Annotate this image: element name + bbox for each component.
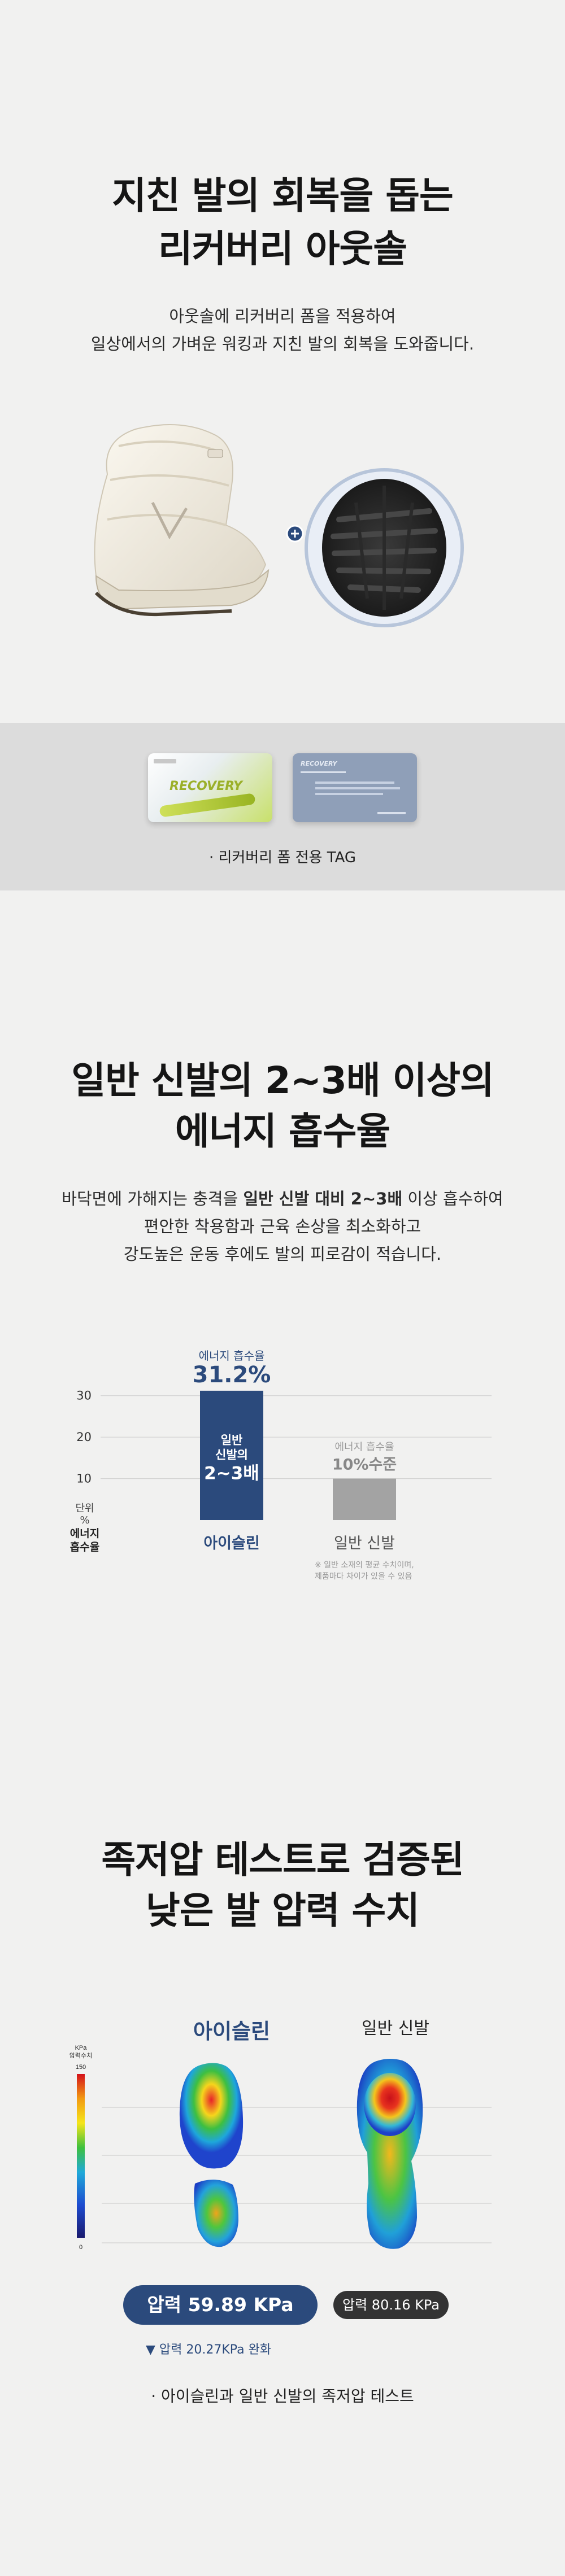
- bar2-top-value: 10%수준: [332, 1456, 397, 1474]
- recovery-outsole-section: 지친 발의 회복을 돕는 리커버리 아웃솔 아웃솔에 리커버리 폼을 적용하여 …: [0, 0, 565, 723]
- bar1-top-value: 31.2%: [193, 1362, 271, 1388]
- y-tick-20: 20: [76, 1430, 92, 1444]
- section1-desc-line1: 아웃솔에 리커버리 폼을 적용하여: [169, 307, 396, 326]
- outsole-zoom-circle: [305, 468, 464, 627]
- section2-desc-part-c: 이상 흡수하여: [402, 1189, 503, 1208]
- scale-unit-kpa: KPa: [75, 2045, 88, 2051]
- energy-absorption-section: 일반 신발의 2~3배 이상의 에너지 흡수율 바닥면에 가해지는 충격을 일반…: [0, 890, 565, 1585]
- chart-footnote-line1: ※ 일반 소재의 평균 수치이며,: [315, 1561, 414, 1570]
- y-tick-10: 10: [76, 1472, 92, 1486]
- bar1-inner-line2: 신발의: [215, 1448, 248, 1461]
- pressure-gridlines: [102, 2107, 492, 2243]
- recovery-tag-back: RECOVERY: [293, 753, 417, 822]
- chart-footnote-line2: 제품마다 차이가 있을 수 있음: [315, 1572, 412, 1581]
- scale-max: 150: [76, 2064, 86, 2071]
- recovery-tag-front: RECOVERY: [148, 753, 272, 822]
- foot-pressure-map: KPa 압력수치 150 0: [69, 2045, 492, 2251]
- foot-label-aislin: 아이슬린: [193, 2019, 271, 2044]
- section3-title-line2: 낮은 발 압력 수치: [146, 1889, 420, 1932]
- plus-marker-icon: [286, 525, 304, 543]
- pressure-normal-pill: 압력 80.16 KPa: [333, 2291, 449, 2319]
- section2-desc-line1: 바닥면에 가해지는 충격을 일반 신발 대비 2~3배 이상 흡수하여: [0, 1185, 565, 1213]
- x-category-1: 일반 신발: [334, 1535, 395, 1552]
- section3-title-line1: 족저압 테스트로 검증된: [101, 1838, 464, 1881]
- bar-aislin: [200, 1390, 263, 1520]
- scale-min: 0: [79, 2244, 82, 2251]
- section1-title-line1: 지친 발의 회복을 돕는: [112, 174, 453, 217]
- padded-boot-shoe: [94, 424, 270, 617]
- bar1-inner-line3: 2~3배: [204, 1463, 259, 1483]
- bar-normal: [333, 1478, 396, 1520]
- section2-desc-emphasis: 일반 신발 대비 2~3배: [243, 1189, 403, 1208]
- tag1-brand: RECOVERY: [169, 779, 242, 793]
- y-label-line1: 에너지: [70, 1527, 99, 1540]
- pressure-aislin-pill: 압력 59.89 KPa: [123, 2285, 318, 2325]
- foot-pressure-section: 족저압 테스트로 검증된 낮은 발 압력 수치 아이슬린 일반 신발: [0, 1585, 565, 2576]
- scale-color-bar: [77, 2074, 85, 2238]
- section2-title-line2: 에너지 흡수율: [175, 1110, 390, 1153]
- bar1-inner-line1: 일반: [221, 1433, 243, 1447]
- section2-title-line1: 일반 신발의 2~3배 이상의: [71, 1059, 494, 1102]
- pressure-scale-legend: KPa 압력수치 150 0: [69, 2045, 92, 2251]
- foot-pressure-caption: · 아이슬린과 일반 신발의 족저압 테스트: [151, 2387, 414, 2405]
- scale-unit-label: 압력수치: [69, 2052, 92, 2059]
- unit-percent: %: [80, 1514, 89, 1526]
- y-tick-30: 30: [76, 1389, 92, 1403]
- foot-map-normal: [357, 2059, 423, 2249]
- bar2-top-label: 에너지 흡수율: [334, 1442, 394, 1453]
- y-label-line2: 흡수율: [70, 1540, 99, 1553]
- chart-gridlines: [101, 1395, 492, 1479]
- tag-caption: · 리커버리 폼 전용 TAG: [208, 849, 357, 866]
- foot-label-normal: 일반 신발: [362, 2019, 429, 2038]
- section2-desc-line3: 강도높은 운동 후에도 발의 피로감이 적습니다.: [123, 1245, 442, 1264]
- chart-bars: [200, 1390, 396, 1520]
- recovery-tag-band: RECOVERY RECOVERY · 리커버리 폼 전용 TAG: [0, 723, 565, 890]
- section1-desc-line2: 일상에서의 가벼운 워킹과 지친 발의 회복을 도와줍니다.: [90, 334, 475, 353]
- pressure-relief-note: ▼ 압력 20.27KPa 완화: [146, 2343, 272, 2357]
- section2-desc-line2: 편안한 착용함과 근육 손상을 최소화하고: [144, 1217, 421, 1236]
- unit-label: 단위: [75, 1503, 94, 1514]
- foot-map-aislin: [179, 2063, 244, 2247]
- tag2-brand: RECOVERY: [301, 760, 337, 767]
- bar1-top-label: 에너지 흡수율: [199, 1349, 265, 1363]
- x-category-0: 아이슬린: [203, 1535, 259, 1552]
- section2-desc-part-a: 바닥면에 가해지는 충격을: [62, 1189, 244, 1208]
- section1-title-line2: 리커버리 아웃솔: [158, 227, 407, 270]
- shoe-with-outsole-image: [94, 424, 464, 627]
